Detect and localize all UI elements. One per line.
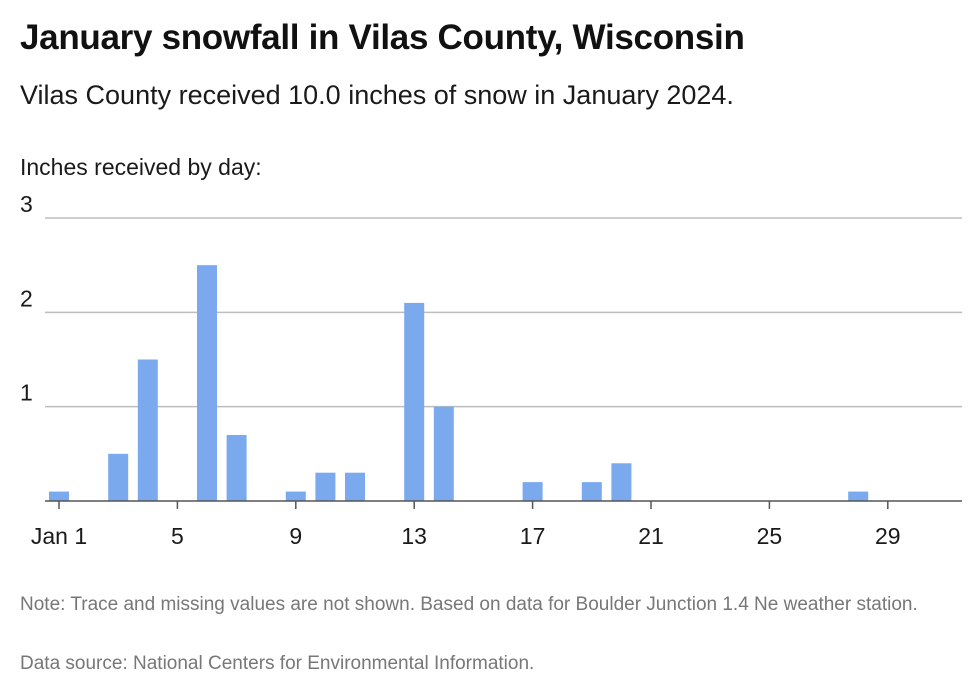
chart-title: January snowfall in Vilas County, Wiscon… [20,18,745,57]
bar-day-4 [137,359,158,501]
bar-day-14 [433,406,454,501]
footnote: Note: Trace and missing values are not s… [20,594,918,615]
bar-day-11 [345,472,365,501]
x-tick-label: Jan 1 [31,523,87,549]
y-axis-label: Inches received by day: [20,154,262,180]
x-tick-label: 29 [875,523,901,549]
bar-day-20 [611,463,632,501]
chart-subtitle: Vilas County received 10.0 inches of sno… [20,80,734,110]
y-tick-label: 3 [20,191,33,217]
axes: 1 2 3 Jan 1 5 9 13 17 21 25 29 [20,191,962,549]
bar-day-1 [49,491,69,501]
bar-day-9 [285,491,306,501]
bar-day-7 [226,434,247,501]
x-tick-label: 17 [520,523,546,549]
bar-day-10 [315,472,336,501]
x-tick-label: 13 [401,523,427,549]
x-tick-label: 5 [171,523,184,549]
y-tick-label: 1 [20,380,33,406]
data-source: Data source: National Centers for Enviro… [20,653,535,674]
bar-day-6 [197,265,217,501]
bar-day-13 [404,302,425,501]
bar-day-17 [522,482,543,501]
x-tick-label: 21 [638,523,664,549]
bar-day-19 [581,482,602,501]
x-tick-label: 9 [289,523,302,549]
bar-chart: 1 2 3 Jan 1 5 9 13 17 21 25 29 [20,191,962,549]
bar-day-28 [848,491,869,501]
bars [49,265,869,501]
y-tick-label: 2 [20,285,33,311]
gridlines [45,217,962,408]
x-tick-label: 25 [757,523,783,549]
bar-day-3 [108,453,129,501]
